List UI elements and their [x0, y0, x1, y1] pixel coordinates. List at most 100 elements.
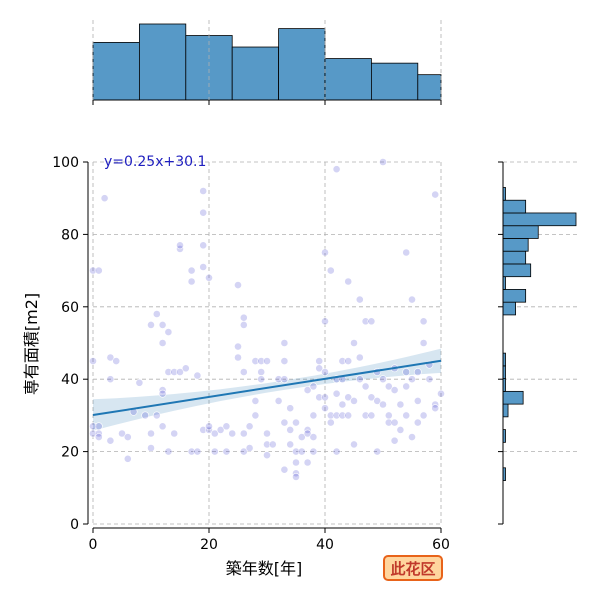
data-point [344, 277, 353, 286]
data-point [315, 357, 324, 365]
data-point [286, 440, 295, 449]
data-point [280, 418, 289, 427]
data-point [402, 382, 411, 391]
data-point [286, 425, 295, 434]
data-point [355, 295, 364, 304]
data-point [425, 375, 434, 384]
data-point [158, 339, 167, 347]
data-point [390, 436, 399, 445]
data-point [390, 418, 399, 427]
data-point [181, 364, 190, 373]
data-point [332, 447, 341, 456]
data-point [199, 425, 208, 434]
data-point [205, 273, 213, 282]
data-point [100, 194, 109, 203]
data-point [332, 389, 341, 398]
data-point [373, 447, 382, 456]
data-point [199, 263, 208, 271]
top-hist-bar [278, 28, 326, 101]
data-point [408, 433, 416, 441]
data-point [89, 357, 97, 365]
data-point [263, 451, 271, 460]
data-point [419, 411, 428, 420]
data-point [297, 447, 306, 456]
y-tick-label-2: 40 [61, 372, 79, 388]
data-point [257, 357, 266, 365]
data-point [419, 317, 428, 326]
data-point [413, 418, 422, 427]
right-hist-bar [502, 263, 532, 278]
y-tick-label-5: 100 [52, 155, 79, 171]
data-point [315, 393, 324, 402]
right-hist-bar [502, 390, 524, 405]
data-point [431, 190, 440, 199]
right-hist-bar [502, 301, 516, 316]
top-hist-bar [138, 23, 187, 101]
data-point [187, 447, 196, 456]
data-point [251, 396, 260, 405]
data-point [193, 371, 202, 380]
data-point [379, 400, 387, 409]
data-point [431, 404, 440, 413]
data-point [402, 368, 411, 376]
data-point [280, 465, 289, 474]
data-point [361, 317, 370, 326]
data-point [321, 368, 329, 376]
data-point [321, 317, 329, 326]
right-hist-bar [502, 289, 527, 303]
data-point [274, 375, 283, 384]
data-point [147, 429, 155, 438]
data-point [373, 396, 382, 405]
x-tick-label-2: 40 [316, 537, 334, 553]
data-point [321, 393, 329, 402]
confidence-band-area [93, 348, 441, 431]
data-point [419, 339, 428, 347]
data-point [94, 422, 103, 431]
top-histogram [92, 20, 442, 105]
data-point [141, 411, 150, 420]
data-point [309, 433, 318, 441]
data-point [338, 400, 347, 409]
data-point [234, 353, 242, 362]
data-point [176, 368, 184, 376]
data-point [309, 382, 318, 391]
data-point [147, 320, 155, 329]
data-point [123, 454, 132, 463]
regression-line-path [92, 359, 442, 417]
right-hist-bar [502, 199, 527, 214]
data-point [344, 411, 353, 420]
top-hist-bar [231, 46, 279, 101]
data-point [257, 375, 266, 384]
top-hist-bar [324, 58, 372, 101]
scatter-points [89, 158, 445, 481]
right-hist-bar [502, 225, 539, 239]
regression-equation: y=0.25x+30.1 [104, 154, 206, 170]
data-point [89, 429, 97, 438]
data-point [205, 422, 213, 431]
data-point [396, 425, 405, 434]
data-point [309, 411, 318, 420]
data-point [112, 357, 121, 365]
data-point [408, 295, 416, 304]
data-point [332, 165, 341, 174]
data-point [234, 342, 242, 351]
data-point [268, 440, 277, 449]
regression-line [92, 359, 442, 417]
data-point [321, 404, 329, 413]
data-point [245, 422, 254, 431]
data-point [303, 429, 312, 438]
x-tick-label-0: 0 [89, 537, 98, 553]
confidence-band [93, 348, 441, 431]
data-point [199, 241, 208, 250]
area-badge: 此花区 [383, 555, 443, 581]
data-point [332, 411, 341, 420]
right-hist-bar [502, 212, 577, 227]
data-point [408, 375, 416, 384]
data-point [379, 375, 387, 384]
data-point [280, 357, 289, 365]
data-point [239, 313, 248, 322]
data-point [292, 418, 300, 427]
data-point [390, 386, 399, 394]
